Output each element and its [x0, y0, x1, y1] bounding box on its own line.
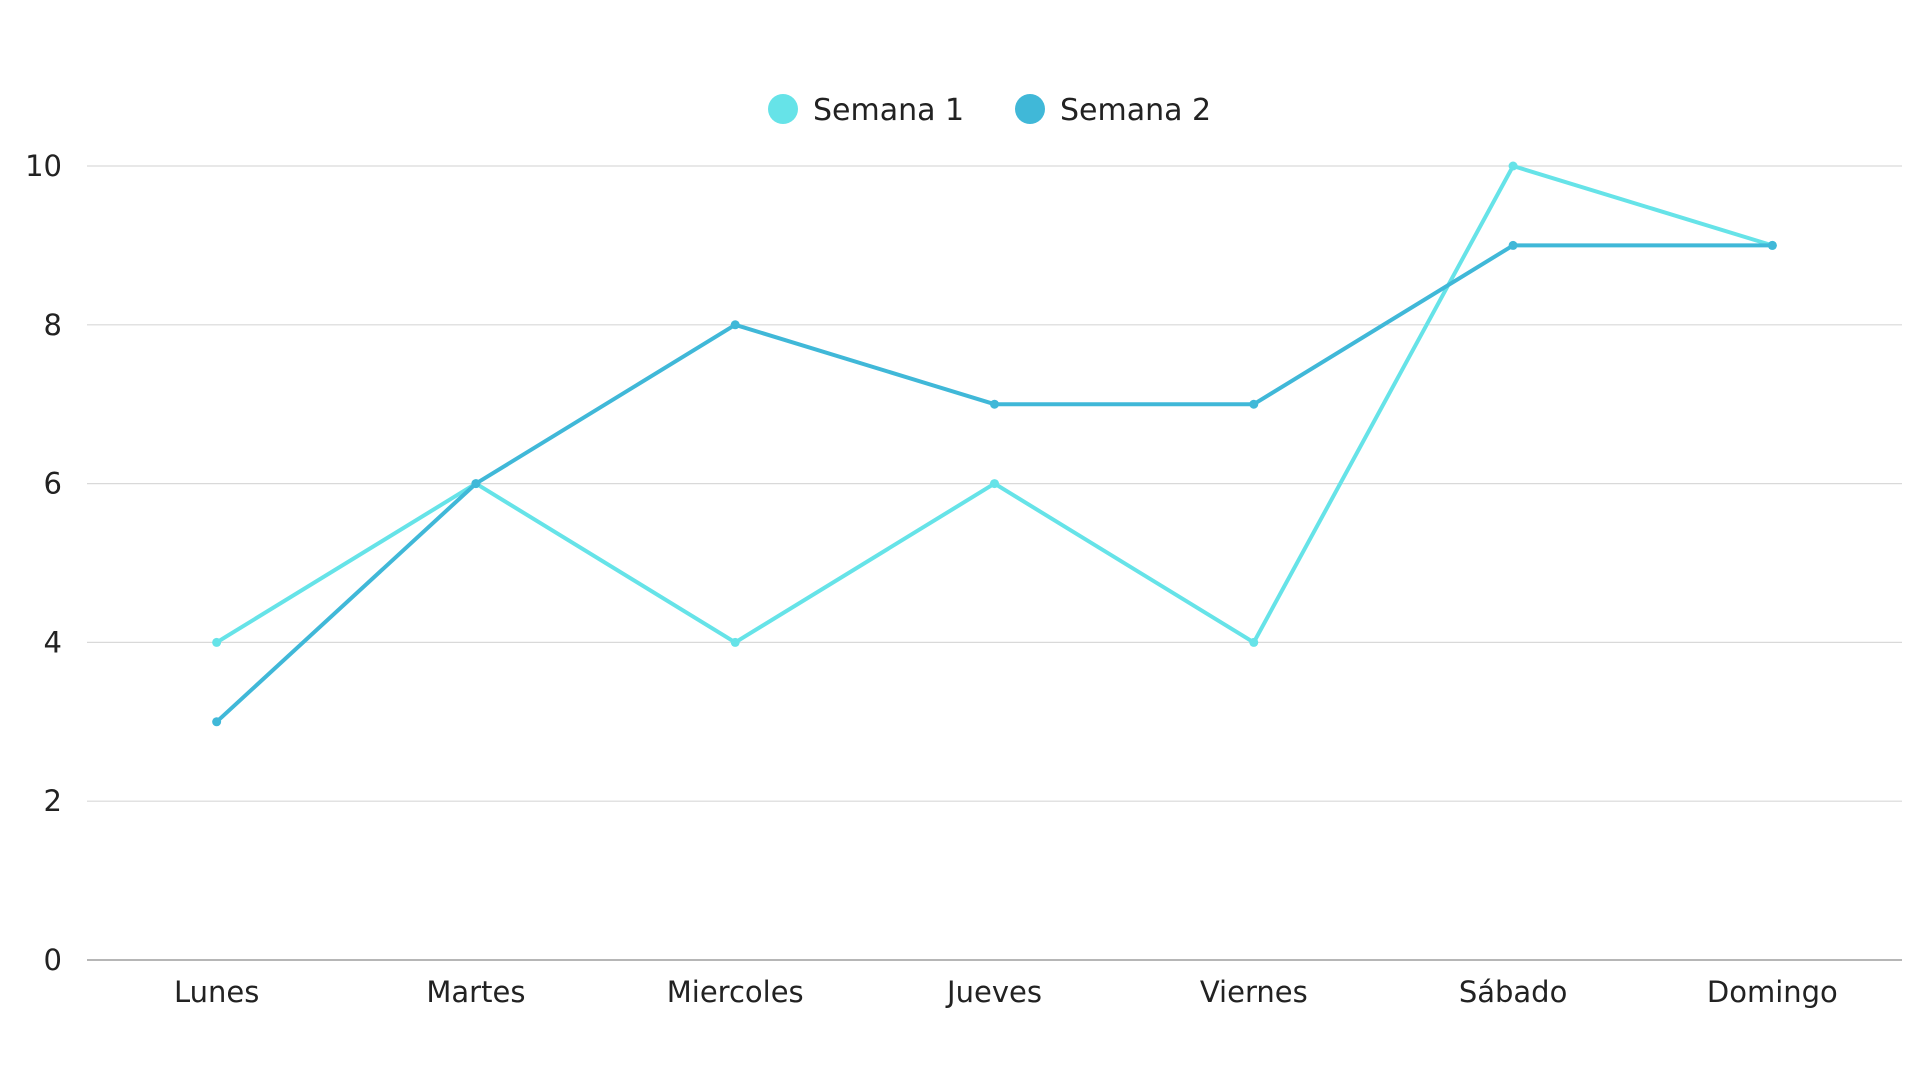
y-tick-label: 10: [25, 149, 62, 183]
legend-marker-icon: [768, 94, 798, 124]
y-tick-label: 6: [44, 467, 62, 501]
data-point[interactable]: [212, 717, 222, 727]
legend-item[interactable]: Semana 1: [768, 93, 964, 128]
y-axis-ticks: 0 2 4 6 8 10: [25, 149, 62, 977]
y-tick-label: 8: [44, 308, 62, 342]
data-point[interactable]: [990, 479, 999, 489]
legend-label: Semana 2: [1060, 93, 1211, 128]
x-tick-label: Jueves: [945, 975, 1042, 1009]
legend-item[interactable]: Semana 2: [1015, 93, 1211, 128]
y-tick-label: 0: [44, 943, 62, 977]
x-tick-label: Lunes: [174, 975, 259, 1009]
data-point[interactable]: [471, 479, 481, 489]
legend-label: Semana 1: [813, 93, 964, 128]
x-tick-label: Miercoles: [667, 975, 804, 1009]
y-tick-label: 2: [44, 784, 62, 818]
legend[interactable]: Semana 1 Semana 2: [768, 93, 1211, 128]
legend-marker-icon: [1015, 94, 1045, 124]
data-point[interactable]: [730, 637, 740, 647]
data-point[interactable]: [1249, 637, 1259, 647]
series-2: [212, 240, 1777, 727]
data-point[interactable]: [990, 399, 999, 409]
data-point[interactable]: [1508, 240, 1518, 250]
data-point[interactable]: [730, 320, 740, 330]
data-point[interactable]: [1249, 399, 1259, 409]
y-tick-label: 4: [44, 625, 62, 659]
x-axis-ticks: Lunes Martes Miercoles Jueves Viernes Sábado D…: [174, 975, 1838, 1009]
x-tick-label: Sábado: [1459, 975, 1568, 1009]
data-point[interactable]: [1767, 240, 1777, 250]
x-tick-label: Domingo: [1707, 975, 1838, 1009]
data-point[interactable]: [212, 637, 222, 647]
x-tick-label: Martes: [426, 975, 525, 1009]
series-layer: [212, 161, 1777, 727]
x-tick-label: Viernes: [1200, 975, 1308, 1009]
data-point[interactable]: [1508, 161, 1518, 171]
